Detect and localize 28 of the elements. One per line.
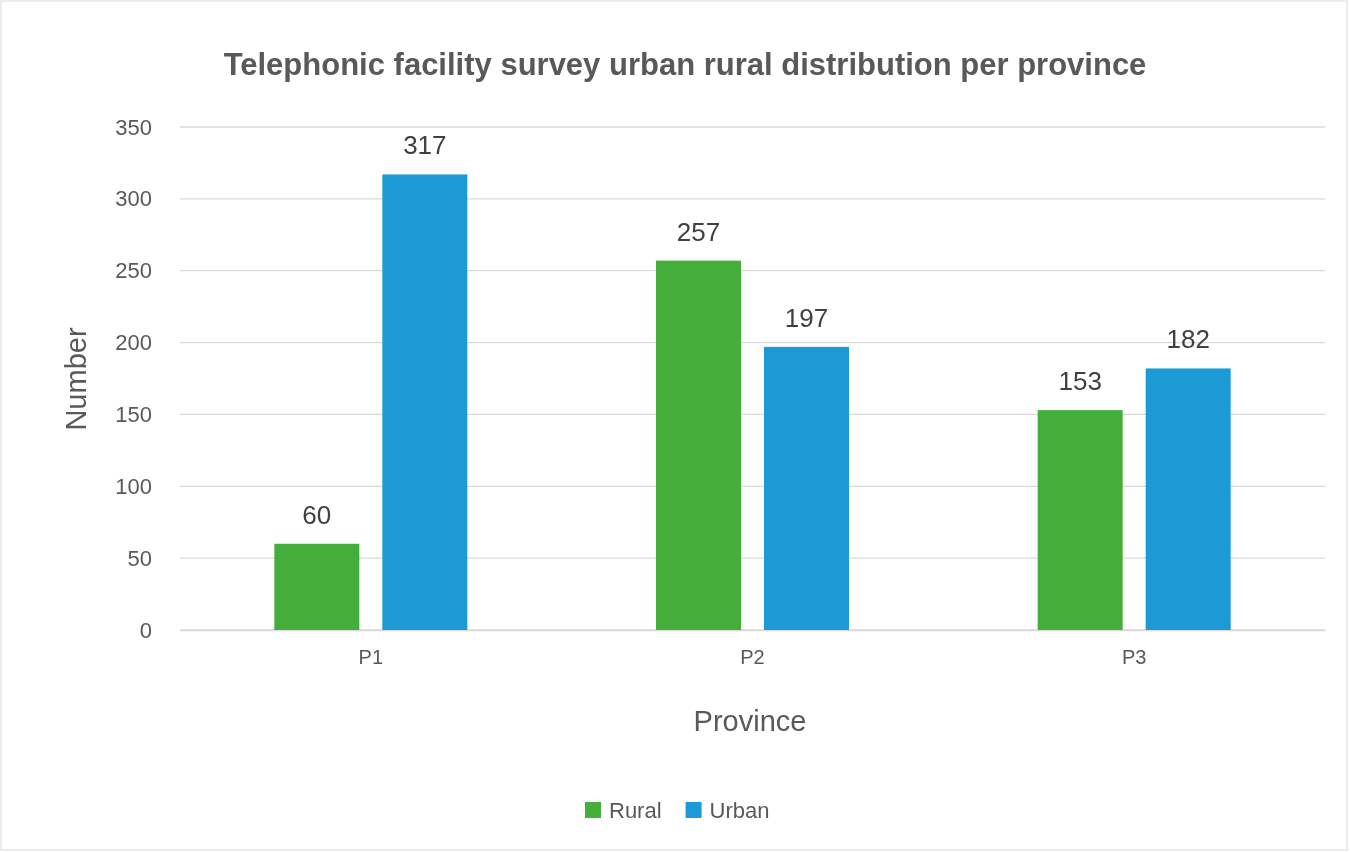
x-tick-label: P2: [740, 646, 765, 669]
data-label: 257: [676, 216, 721, 247]
bar: [1145, 368, 1231, 630]
bar: [1037, 410, 1123, 630]
x-tick-label: P3: [1121, 646, 1147, 669]
x-tick-label: P1: [358, 646, 384, 669]
y-tick-label: 0: [139, 617, 152, 643]
y-tick-label: 350: [115, 114, 152, 140]
data-label: 182: [1166, 324, 1210, 355]
data-label: 60: [302, 499, 332, 530]
legend-label: Rural: [609, 798, 662, 823]
bar: [274, 543, 360, 630]
legend-label: Urban: [709, 798, 770, 823]
data-label: 197: [784, 302, 829, 333]
y-tick-label: 150: [115, 401, 152, 427]
y-axis-title: Number: [60, 327, 92, 431]
x-axis-title: Province: [693, 705, 807, 737]
y-tick-label: 300: [115, 186, 152, 212]
y-tick-label: 250: [115, 258, 152, 284]
y-tick-label: 50: [127, 545, 152, 571]
y-tick-label: 200: [115, 330, 152, 356]
data-label: 153: [1058, 366, 1102, 397]
bar: [382, 174, 468, 630]
data-label: 317: [403, 130, 447, 161]
y-tick-label: 100: [115, 473, 152, 499]
chart-title: Telephonic facility survey urban rural distribution per province: [223, 47, 1147, 82]
bar: [656, 260, 741, 630]
bar: [764, 346, 849, 630]
